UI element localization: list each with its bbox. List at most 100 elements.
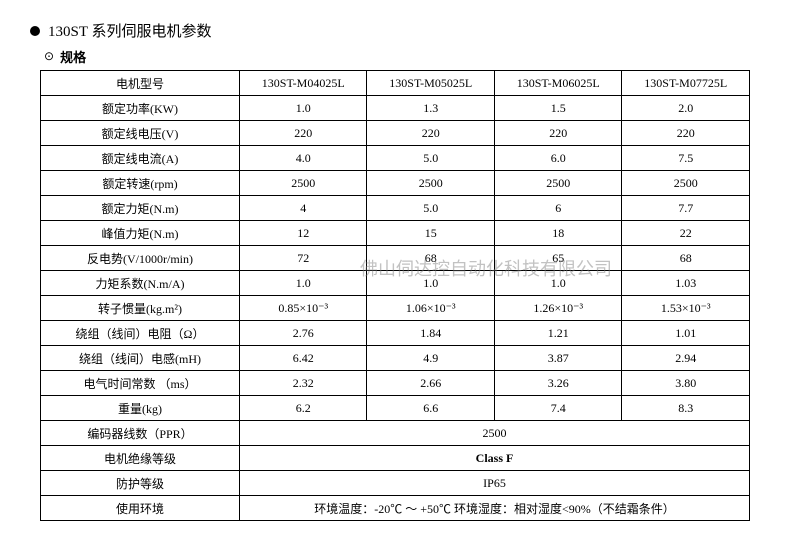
- cell: 7.4: [494, 396, 621, 421]
- cell: 3.80: [622, 371, 750, 396]
- cell: 0.85×10⁻³: [240, 296, 367, 321]
- cell: 6.42: [240, 346, 367, 371]
- cell: 5.0: [367, 146, 494, 171]
- cell: 1.06×10⁻³: [367, 296, 494, 321]
- page-title-row: 130ST 系列伺服电机参数: [30, 20, 758, 41]
- table-row: 绕组（线间）电感(mH)6.424.93.872.94: [41, 346, 750, 371]
- cell: 6.6: [367, 396, 494, 421]
- table-row: 额定线电流(A)4.05.06.07.5: [41, 146, 750, 171]
- row-label: 转子惯量(kg.m²): [41, 296, 240, 321]
- model-col-2: 130ST-M06025L: [494, 71, 621, 96]
- row-label: 电气时间常数 （ms）: [41, 371, 240, 396]
- cell: 7.5: [622, 146, 750, 171]
- cell: 12: [240, 221, 367, 246]
- row-label: 力矩系数(N.m/A): [41, 271, 240, 296]
- table-row: 额定转速(rpm)2500250025002500: [41, 171, 750, 196]
- sub-bullet-icon: ⊙: [44, 49, 54, 64]
- row-label: 峰值力矩(N.m): [41, 221, 240, 246]
- row-label: 额定力矩(N.m): [41, 196, 240, 221]
- table-row: 额定线电压(V)220220220220: [41, 121, 750, 146]
- cell: 5.0: [367, 196, 494, 221]
- cell: 2500: [367, 171, 494, 196]
- table-row: 电机绝缘等级Class F: [41, 446, 750, 471]
- table-row: 重量(kg)6.26.67.48.3: [41, 396, 750, 421]
- table-row: 额定功率(KW)1.01.31.52.0: [41, 96, 750, 121]
- subtitle: 规格: [60, 47, 86, 66]
- cell: 2.94: [622, 346, 750, 371]
- row-label: 编码器线数（PPR）: [41, 421, 240, 446]
- table-row: 使用环境环境温度：-20℃ ～ +50℃ 环境湿度：相对湿度<90%（不结霜条件…: [41, 496, 750, 521]
- cell: 1.53×10⁻³: [622, 296, 750, 321]
- cell: 68: [367, 246, 494, 271]
- row-label: 额定转速(rpm): [41, 171, 240, 196]
- cell: 220: [240, 121, 367, 146]
- row-label: 电机绝缘等级: [41, 446, 240, 471]
- cell: 6.2: [240, 396, 367, 421]
- model-col-0: 130ST-M04025L: [240, 71, 367, 96]
- span-cell: 2500: [240, 421, 750, 446]
- model-col-1: 130ST-M05025L: [367, 71, 494, 96]
- cell: 4: [240, 196, 367, 221]
- cell: 2.0: [622, 96, 750, 121]
- cell: 2500: [622, 171, 750, 196]
- row-label: 防护等级: [41, 471, 240, 496]
- cell: 1.3: [367, 96, 494, 121]
- row-label: 绕组（线间）电感(mH): [41, 346, 240, 371]
- cell: 22: [622, 221, 750, 246]
- cell: 6.0: [494, 146, 621, 171]
- table-row: 力矩系数(N.m/A)1.01.01.01.03: [41, 271, 750, 296]
- header-label: 电机型号: [41, 71, 240, 96]
- cell: 220: [367, 121, 494, 146]
- cell: 72: [240, 246, 367, 271]
- spec-table: 电机型号 130ST-M04025L 130ST-M05025L 130ST-M…: [40, 70, 750, 521]
- table-row: 绕组（线间）电阻（Ω）2.761.841.211.01: [41, 321, 750, 346]
- model-col-3: 130ST-M07725L: [622, 71, 750, 96]
- table-row: 额定力矩(N.m)45.067.7: [41, 196, 750, 221]
- cell: 2.32: [240, 371, 367, 396]
- table-row: 转子惯量(kg.m²)0.85×10⁻³1.06×10⁻³1.26×10⁻³1.…: [41, 296, 750, 321]
- table-header-row: 电机型号 130ST-M04025L 130ST-M05025L 130ST-M…: [41, 71, 750, 96]
- cell: 8.3: [622, 396, 750, 421]
- span-cell: Class F: [240, 446, 750, 471]
- cell: 2500: [240, 171, 367, 196]
- cell: 3.26: [494, 371, 621, 396]
- cell: 15: [367, 221, 494, 246]
- cell: 1.0: [494, 271, 621, 296]
- row-label: 反电势(V/1000r/min): [41, 246, 240, 271]
- cell: 1.5: [494, 96, 621, 121]
- cell: 4.9: [367, 346, 494, 371]
- row-label: 额定线电流(A): [41, 146, 240, 171]
- subtitle-row: ⊙ 规格: [44, 47, 758, 66]
- cell: 2.76: [240, 321, 367, 346]
- cell: 2.66: [367, 371, 494, 396]
- cell: 220: [494, 121, 621, 146]
- table-row: 峰值力矩(N.m)12151822: [41, 221, 750, 246]
- page-title: 130ST 系列伺服电机参数: [48, 20, 212, 41]
- cell: 1.0: [240, 271, 367, 296]
- span-cell: IP65: [240, 471, 750, 496]
- cell: 1.03: [622, 271, 750, 296]
- span-cell: 环境温度：-20℃ ～ +50℃ 环境湿度：相对湿度<90%（不结霜条件）: [240, 496, 750, 521]
- table-row: 防护等级IP65: [41, 471, 750, 496]
- bullet-icon: [30, 26, 40, 36]
- cell: 65: [494, 246, 621, 271]
- cell: 1.0: [367, 271, 494, 296]
- cell: 1.01: [622, 321, 750, 346]
- row-label: 重量(kg): [41, 396, 240, 421]
- cell: 1.26×10⁻³: [494, 296, 621, 321]
- row-label: 绕组（线间）电阻（Ω）: [41, 321, 240, 346]
- cell: 2500: [494, 171, 621, 196]
- table-row: 反电势(V/1000r/min)72686568: [41, 246, 750, 271]
- row-label: 额定功率(KW): [41, 96, 240, 121]
- cell: 1.84: [367, 321, 494, 346]
- row-label: 使用环境: [41, 496, 240, 521]
- cell: 7.7: [622, 196, 750, 221]
- cell: 4.0: [240, 146, 367, 171]
- table-row: 编码器线数（PPR）2500: [41, 421, 750, 446]
- cell: 6: [494, 196, 621, 221]
- row-label: 额定线电压(V): [41, 121, 240, 146]
- cell: 1.0: [240, 96, 367, 121]
- table-row: 电气时间常数 （ms）2.322.663.263.80: [41, 371, 750, 396]
- cell: 1.21: [494, 321, 621, 346]
- cell: 18: [494, 221, 621, 246]
